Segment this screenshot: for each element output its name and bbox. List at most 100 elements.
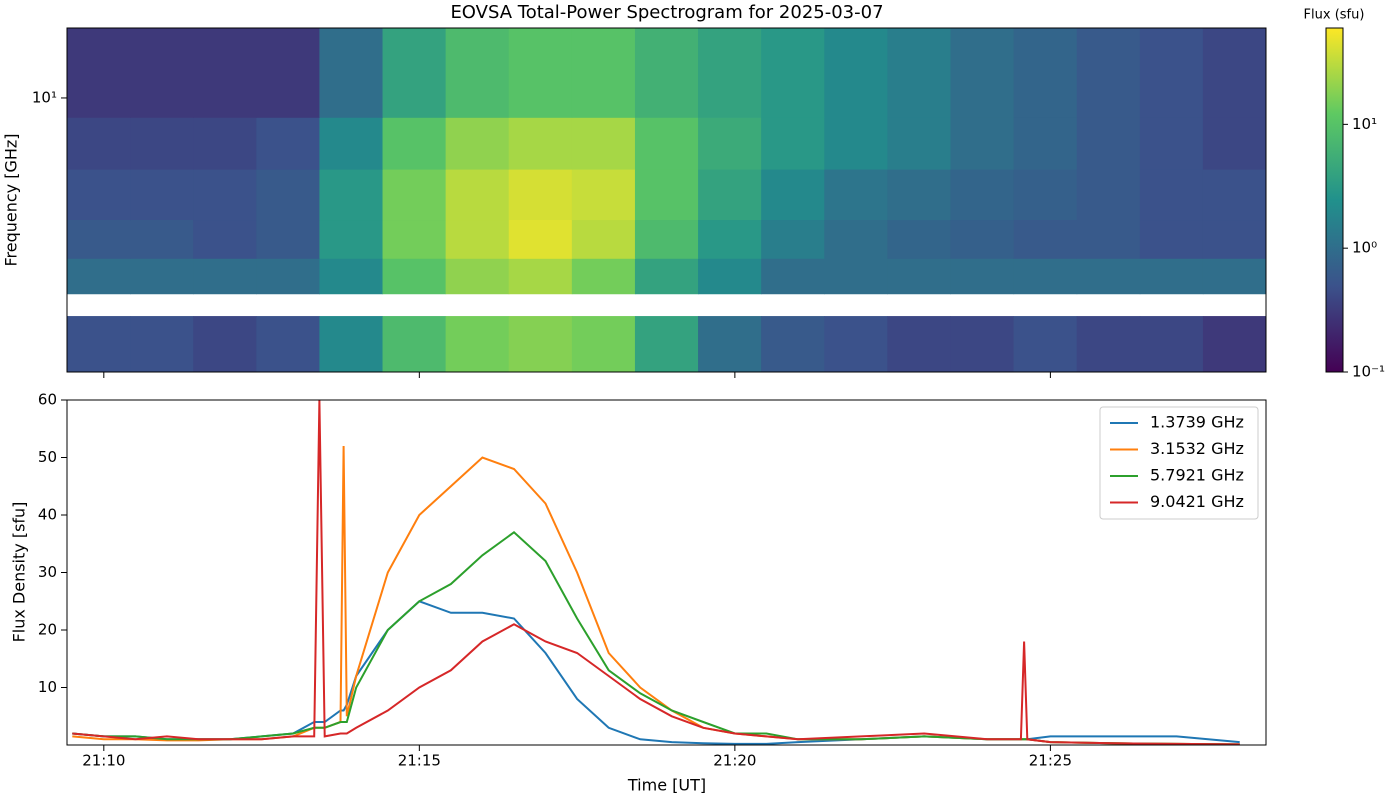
heat-cell: [382, 28, 447, 118]
heat-cell: [508, 258, 573, 295]
heat-cell: [698, 169, 762, 221]
heat-cell: [1202, 258, 1267, 295]
y-tick-label: 30: [38, 563, 57, 581]
plot-frame: [66, 27, 1267, 373]
series-line: [72, 531, 1240, 745]
heat-cell: [1139, 316, 1204, 373]
heat-cell: [193, 316, 257, 373]
heat-cell: [950, 117, 1015, 170]
heat-cell: [698, 258, 762, 295]
x-tick-label: 21:25: [1029, 752, 1072, 770]
heat-cell: [698, 219, 762, 259]
heat-cell: [634, 28, 699, 118]
series-line: [72, 445, 1240, 745]
y-tick-label: 10: [38, 678, 57, 696]
heat-cell: [1202, 117, 1267, 170]
heat-cell: [256, 169, 320, 221]
heat-cell: [193, 28, 257, 118]
heat-cell: [319, 28, 384, 118]
heat-cell: [1202, 219, 1267, 259]
heat-cell: [382, 258, 447, 295]
heat-cell: [319, 258, 384, 295]
heat-cell: [1076, 316, 1141, 373]
heat-cell: [1139, 258, 1204, 295]
heat-cell: [1013, 316, 1078, 373]
heat-cell: [887, 117, 951, 170]
y-tick-label: 50: [38, 448, 57, 466]
heat-cell: [761, 117, 825, 170]
heat-cell: [571, 169, 636, 221]
heat-cell: [382, 169, 447, 221]
heat-cell: [698, 316, 762, 373]
heat-cell: [571, 258, 636, 295]
chart-title: EOVSA Total-Power Spectrogram for 2025-0…: [450, 2, 883, 23]
heat-cell: [761, 258, 825, 295]
colorbar: [1325, 27, 1344, 373]
x-tick-label: 21:20: [713, 752, 756, 770]
heat-cell: [67, 28, 131, 118]
heat-cell: [571, 117, 636, 170]
heat-cell: [256, 316, 320, 373]
heat-cell: [130, 28, 194, 118]
heat-cell: [67, 117, 131, 170]
heat-cell: [193, 117, 257, 170]
colorbar-tick-label: 10¹: [1352, 115, 1377, 133]
heat-cell: [445, 169, 510, 221]
heat-cell: [950, 258, 1015, 295]
heat-cell: [571, 28, 636, 118]
heat-cell: [634, 219, 699, 259]
heat-cell: [1139, 117, 1204, 170]
heat-cell: [1076, 169, 1141, 221]
heat-cell: [256, 28, 320, 118]
heat-cell: [67, 316, 131, 373]
y-tick-label: 60: [38, 391, 57, 409]
heat-cell: [67, 258, 131, 295]
heat-cell: [256, 117, 320, 170]
heat-cell: [508, 28, 573, 118]
heat-cell: [508, 117, 573, 170]
heat-cell: [130, 316, 194, 373]
y-tick-label: 20: [38, 621, 57, 639]
heat-cell: [319, 117, 384, 170]
heat-cell: [634, 169, 699, 221]
heat-cell: [698, 28, 762, 118]
heat-cell: [950, 219, 1015, 259]
heat-cell: [1013, 219, 1078, 259]
heat-cell: [319, 219, 384, 259]
heat-cell: [1076, 258, 1141, 295]
heat-cell: [1202, 169, 1267, 221]
heat-cell: [1013, 28, 1078, 118]
colorbar-label: Flux (sfu): [1304, 8, 1365, 23]
heat-cell: [130, 219, 194, 259]
heat-cell: [1076, 219, 1141, 259]
x-tick-label: 21:10: [82, 752, 125, 770]
y-tick-label: 10¹: [32, 88, 57, 106]
lines: [72, 400, 1240, 745]
x-axis-label: Time [UT]: [627, 776, 706, 795]
heat-cell: [950, 28, 1015, 118]
y-tick-label: 40: [38, 506, 57, 524]
series-line: [72, 600, 1240, 745]
heat-cell: [634, 316, 699, 373]
heat-cell: [887, 169, 951, 221]
heat-cell: [1013, 258, 1078, 295]
heat-cell: [1139, 28, 1204, 118]
legend-label: 1.3739 GHz: [1150, 413, 1244, 432]
heat-cell: [319, 169, 384, 221]
heat-cell: [1076, 117, 1141, 170]
heat-cell: [950, 169, 1015, 221]
heat-cell: [1076, 28, 1141, 118]
heat-cell: [382, 316, 447, 373]
spectrogram: [67, 28, 1267, 373]
heat-cell: [508, 219, 573, 259]
heat-cell: [698, 117, 762, 170]
series-line: [72, 400, 1240, 745]
heat-cell: [824, 316, 888, 373]
y-axis-label: Flux Density [sfu]: [10, 502, 29, 643]
heat-cell: [67, 219, 131, 259]
heat-cell: [761, 28, 825, 118]
legend-label: 3.1532 GHz: [1150, 439, 1244, 458]
heat-cell: [508, 316, 573, 373]
heat-cell: [824, 117, 888, 170]
